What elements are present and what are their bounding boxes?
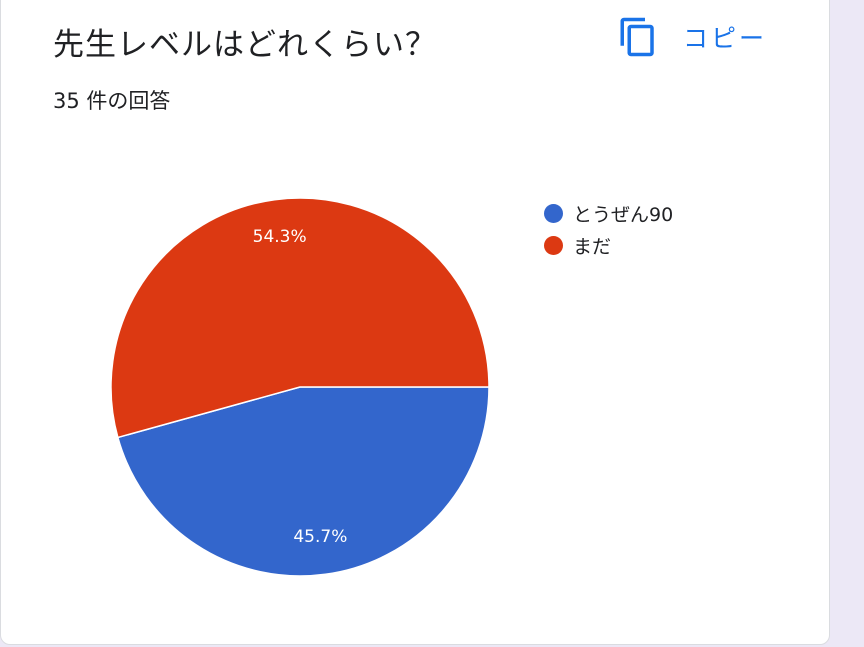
legend-swatch-2 [544, 235, 563, 255]
slice-label-1: 45.7% [293, 527, 347, 547]
response-count: 35 件の回答 [53, 89, 171, 113]
chart-legend: とうぜん90 まだ [544, 197, 673, 261]
copy-icon [620, 17, 654, 57]
question-title: 先生レベルはどれくらい？ [53, 27, 437, 63]
copy-label: コピー [683, 24, 768, 53]
pie-slice-2[interactable] [110, 197, 490, 439]
pie-slice-1[interactable] [116, 386, 490, 577]
legend-item-2[interactable]: まだ [544, 229, 673, 261]
legend-swatch-1 [544, 203, 563, 223]
legend-label-2: まだ [573, 235, 612, 258]
legend-label-1: とうぜん90 [573, 203, 674, 226]
legend-item-1[interactable]: とうぜん90 [544, 197, 673, 229]
slice-label-2: 54.3% [253, 227, 307, 247]
copy-button[interactable]: コピー [617, 15, 767, 59]
